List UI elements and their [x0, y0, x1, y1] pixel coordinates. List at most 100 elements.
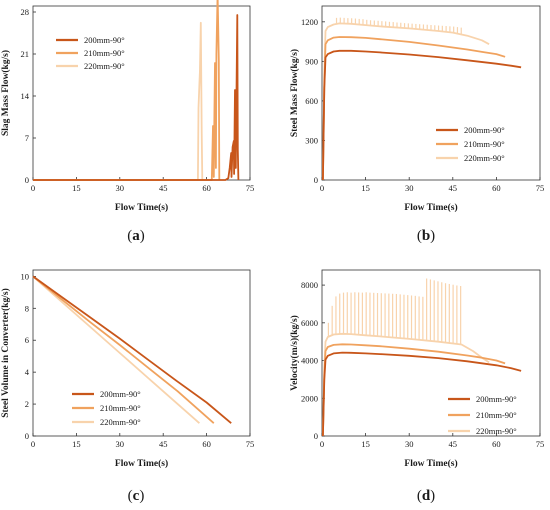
x-tick-label: 30	[405, 183, 414, 193]
y-axis-label: Steel Mass Flow(kg/s)	[289, 49, 300, 137]
x-tick-label: 15	[72, 183, 81, 193]
chart-panel-a: 0 15 30 45 60 75 0 7 14 21 28 Flow Time(s) Slag Mass…	[0, 0, 254, 244]
x-tick-label: 75	[246, 183, 255, 193]
legend-label: 210mm-90°	[100, 403, 141, 413]
chart-panel-b: 0 15 30 45 60 75 0 300 600 900 1200 Flow Time(s) Ste…	[289, 5, 545, 244]
legend-label: 200mm-90°	[84, 35, 125, 45]
panel-label-close: )	[139, 488, 144, 504]
y-axis-label: Velocity(m/s)(kg/s)	[289, 315, 300, 391]
x-tick-label: 15	[361, 183, 370, 193]
legend-label: 220mm-90°	[476, 426, 517, 436]
x-tick-label: 0	[320, 439, 324, 449]
series-line-dark	[32, 275, 232, 424]
x-tick-label: 75	[536, 183, 545, 193]
y-tick-label: 0	[25, 175, 29, 185]
series-line-light	[32, 275, 200, 424]
x-tick-label: 60	[202, 439, 211, 449]
y-tick-label: 2000	[301, 393, 318, 403]
series-line-mid	[32, 275, 215, 424]
x-tick-label: 45	[159, 183, 168, 193]
panel-label-close: )	[430, 488, 435, 504]
y-tick-label: 28	[21, 7, 30, 17]
panel-label-letter: a	[132, 228, 140, 244]
legend-label: 200mm-90°	[476, 394, 517, 404]
series-line-mid	[322, 343, 506, 437]
plot-frame	[321, 5, 541, 181]
y-tick-label: 1200	[301, 17, 318, 27]
y-tick-label: 0	[314, 175, 318, 185]
y-tick-label: 0	[25, 431, 29, 441]
legend-label: 220mm-90°	[464, 153, 505, 163]
chart-panel-d: 0 15 30 45 60 75 0 2000 4000 6000 8000 Flow Time(s)…	[289, 269, 545, 504]
chart-panel-c: 0 15 30 45 60 75 0 2 4 6 8 10 Flow Time(s) Steel Volu…	[0, 269, 255, 504]
series-line-mid	[33, 0, 221, 181]
x-tick-label: 30	[116, 183, 125, 193]
series-line-dark	[322, 351, 522, 437]
panel-label-letter: c	[133, 488, 140, 504]
panel-label-open: (	[127, 228, 132, 244]
x-tick-label: 60	[202, 183, 211, 193]
x-tick-label: 30	[405, 439, 414, 449]
legend-label: 200mm-90°	[464, 125, 505, 135]
panel-label-letter: d	[422, 488, 431, 504]
series-line-mid	[322, 36, 506, 181]
panel-label: (a)	[127, 228, 145, 244]
x-tick-label: 30	[116, 439, 125, 449]
legend-label: 210mm-90°	[476, 410, 517, 420]
legend-label: 210mm-90°	[84, 48, 125, 58]
y-tick-label: 6	[25, 335, 29, 345]
y-tick-label: 10	[21, 271, 30, 281]
y-tick-label: 21	[21, 49, 30, 59]
y-axis-label: Slag Mass Flow(kg/s)	[0, 50, 11, 136]
panel-label-letter: b	[422, 228, 430, 244]
y-tick-label: 14	[21, 91, 30, 101]
panel-label-open: (	[417, 228, 422, 244]
y-tick-label: 0	[314, 431, 318, 441]
legend-label: 200mm-90°	[100, 389, 141, 399]
y-tick-label: 7	[25, 133, 29, 143]
x-tick-label: 75	[246, 439, 255, 449]
panel-label-close: )	[430, 228, 435, 244]
series-line-light	[33, 21, 204, 181]
x-tick-label: 0	[31, 439, 35, 449]
y-tick-label: 8000	[301, 280, 318, 290]
panel-label: (d)	[417, 488, 435, 504]
x-tick-label: 60	[492, 183, 501, 193]
x-axis-label: Flow Time(s)	[115, 458, 168, 469]
x-tick-label: 45	[449, 439, 458, 449]
x-tick-label: 75	[536, 439, 545, 449]
panel-label: (b)	[417, 228, 435, 244]
x-axis-label: Flow Time(s)	[404, 458, 457, 469]
y-axis-label: Steel Volume in Converter(kg/s)	[0, 288, 11, 418]
x-tick-label: 60	[492, 439, 501, 449]
panel-label-open: (	[417, 488, 422, 504]
plot-frame	[32, 269, 251, 437]
panel-label: (c)	[128, 488, 145, 504]
x-tick-label: 45	[159, 439, 168, 449]
legend-label: 210mm-90°	[464, 139, 505, 149]
y-tick-label: 8	[25, 303, 29, 313]
legend-label: 220mm-90°	[100, 417, 141, 427]
x-axis-label: Flow Time(s)	[404, 202, 457, 213]
series-line-dark	[33, 14, 240, 181]
x-tick-label: 0	[320, 183, 324, 193]
x-tick-label: 15	[361, 439, 370, 449]
y-tick-label: 900	[305, 56, 318, 66]
y-tick-label: 2	[25, 399, 29, 409]
plot-frame	[321, 269, 541, 437]
panel-label-open: (	[128, 488, 133, 504]
panel-label-close: )	[140, 228, 145, 244]
series-line-dark	[322, 49, 522, 181]
x-tick-label: 0	[31, 183, 35, 193]
x-tick-label: 45	[449, 183, 458, 193]
y-tick-label: 600	[305, 96, 318, 106]
x-axis-label: Flow Time(s)	[115, 202, 168, 213]
series-line-light	[322, 22, 490, 181]
y-tick-label: 300	[305, 135, 318, 145]
y-tick-label: 4000	[301, 356, 318, 366]
y-tick-label: 6000	[301, 318, 318, 328]
legend-label: 220mm-90°	[84, 61, 125, 71]
y-tick-label: 4	[25, 367, 30, 377]
x-tick-label: 15	[72, 439, 81, 449]
